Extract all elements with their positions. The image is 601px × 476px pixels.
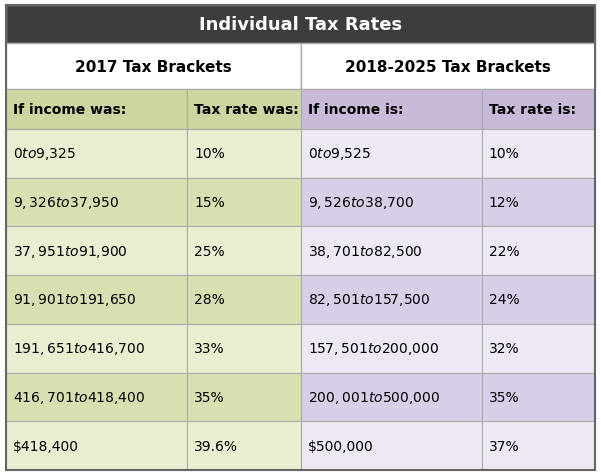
- Text: 35%: 35%: [489, 390, 519, 404]
- Bar: [187, 324, 300, 373]
- Bar: [6, 373, 187, 421]
- Bar: [300, 227, 481, 276]
- Bar: [300, 90, 481, 130]
- Text: $0 to $9,325: $0 to $9,325: [13, 146, 76, 162]
- Text: $9,526 to $38,700: $9,526 to $38,700: [308, 195, 413, 210]
- Text: $418,400: $418,400: [13, 439, 79, 453]
- Text: Tax rate was:: Tax rate was:: [194, 103, 299, 117]
- Bar: [300, 276, 481, 324]
- Text: 15%: 15%: [194, 196, 225, 209]
- Text: Individual Tax Rates: Individual Tax Rates: [199, 16, 402, 34]
- Text: 33%: 33%: [194, 341, 225, 356]
- Text: 39.6%: 39.6%: [194, 439, 238, 453]
- Bar: [187, 90, 300, 130]
- Bar: [481, 324, 595, 373]
- Text: 25%: 25%: [194, 244, 225, 258]
- Bar: [300, 44, 595, 90]
- Bar: [187, 227, 300, 276]
- Text: $191,651 to $416,700: $191,651 to $416,700: [13, 340, 145, 357]
- Bar: [187, 178, 300, 227]
- Text: 35%: 35%: [194, 390, 225, 404]
- Text: $0 to $9,525: $0 to $9,525: [308, 146, 371, 162]
- Text: 32%: 32%: [489, 341, 519, 356]
- Bar: [187, 276, 300, 324]
- Bar: [6, 421, 187, 470]
- Text: 22%: 22%: [489, 244, 519, 258]
- Bar: [6, 227, 187, 276]
- Bar: [187, 421, 300, 470]
- Text: $37,951 to $91,900: $37,951 to $91,900: [13, 243, 128, 259]
- Text: 2018-2025 Tax Brackets: 2018-2025 Tax Brackets: [345, 60, 551, 74]
- Text: $500,000: $500,000: [308, 439, 373, 453]
- Bar: [481, 373, 595, 421]
- Bar: [6, 90, 187, 130]
- Bar: [187, 130, 300, 178]
- Bar: [6, 178, 187, 227]
- Bar: [481, 421, 595, 470]
- Text: 24%: 24%: [489, 293, 519, 307]
- Bar: [300, 178, 481, 227]
- Text: If income is:: If income is:: [308, 103, 403, 117]
- Bar: [6, 324, 187, 373]
- Text: Tax rate is:: Tax rate is:: [489, 103, 576, 117]
- Bar: [6, 130, 187, 178]
- Text: If income was:: If income was:: [13, 103, 126, 117]
- Bar: [300, 324, 481, 373]
- Text: $82,501 to $157,500: $82,501 to $157,500: [308, 292, 430, 308]
- Text: 10%: 10%: [489, 147, 519, 161]
- Bar: [6, 6, 595, 44]
- Bar: [481, 227, 595, 276]
- Bar: [6, 276, 187, 324]
- Bar: [6, 44, 300, 90]
- Bar: [481, 130, 595, 178]
- Text: 2017 Tax Brackets: 2017 Tax Brackets: [75, 60, 231, 74]
- Bar: [187, 373, 300, 421]
- Bar: [481, 90, 595, 130]
- Bar: [300, 421, 481, 470]
- Text: 10%: 10%: [194, 147, 225, 161]
- Bar: [481, 178, 595, 227]
- Text: $9,326 to $37,950: $9,326 to $37,950: [13, 195, 119, 210]
- Bar: [481, 276, 595, 324]
- Text: 28%: 28%: [194, 293, 225, 307]
- Text: $416,701 to $418,400: $416,701 to $418,400: [13, 389, 145, 405]
- Text: $91,901 to $191,650: $91,901 to $191,650: [13, 292, 136, 308]
- Bar: [300, 373, 481, 421]
- Text: 12%: 12%: [489, 196, 519, 209]
- Text: $200,001 to $500,000: $200,001 to $500,000: [308, 389, 440, 405]
- Bar: [300, 130, 481, 178]
- Text: 37%: 37%: [489, 439, 519, 453]
- Text: $38,701 to $82,500: $38,701 to $82,500: [308, 243, 423, 259]
- Text: $157,501 to $200,000: $157,501 to $200,000: [308, 340, 439, 357]
